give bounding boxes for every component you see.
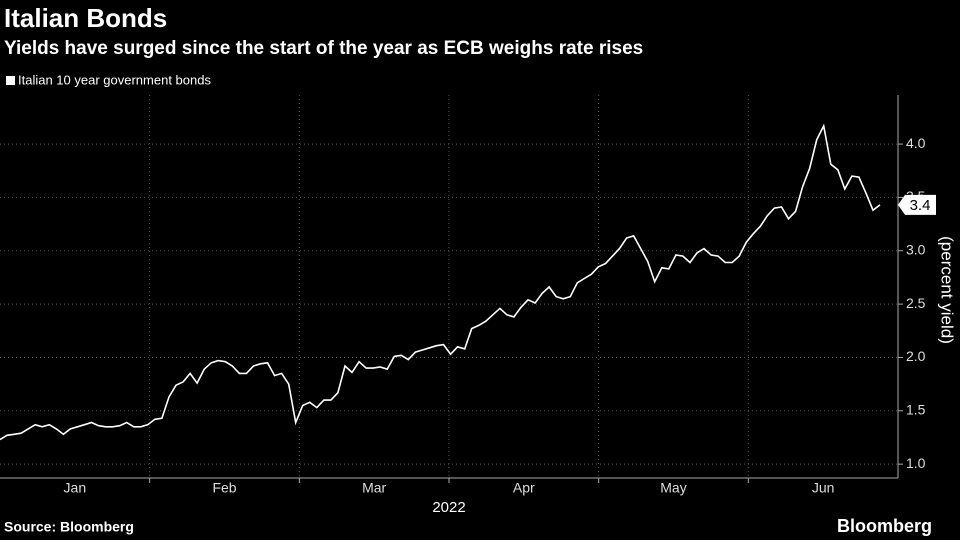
y-tick-label: 4.0 — [906, 135, 926, 151]
end-label: 3.4 — [910, 197, 931, 214]
end-label-box — [898, 194, 936, 215]
source: Source: Bloomberg — [4, 519, 134, 535]
y-tick-label: 1.0 — [906, 455, 926, 471]
x-tick-label: Jun — [812, 480, 835, 496]
chart-subtitle: Yields have surged since the start of th… — [4, 38, 643, 59]
x-tick-label: Apr — [513, 480, 535, 496]
x-axis-label: 2022 — [432, 499, 465, 516]
y-tick-label: 3.0 — [906, 241, 926, 257]
legend-swatch — [6, 76, 15, 85]
y-tick-label: 1.5 — [906, 401, 926, 417]
x-tick-label: Feb — [212, 480, 236, 496]
line-series — [0, 123, 881, 441]
y-axis-label: (percent yield) — [938, 236, 957, 344]
brand: Bloomberg — [837, 516, 932, 536]
x-tick-label: Jan — [64, 480, 87, 496]
legend-label: Italian 10 year government bonds — [18, 72, 211, 87]
y-tick-label: 2.0 — [906, 348, 926, 364]
x-tick-label: Mar — [362, 480, 386, 496]
y-tick-label: 2.5 — [906, 295, 926, 311]
x-tick-label: May — [660, 480, 686, 496]
chart-title: Italian Bonds — [4, 3, 167, 33]
